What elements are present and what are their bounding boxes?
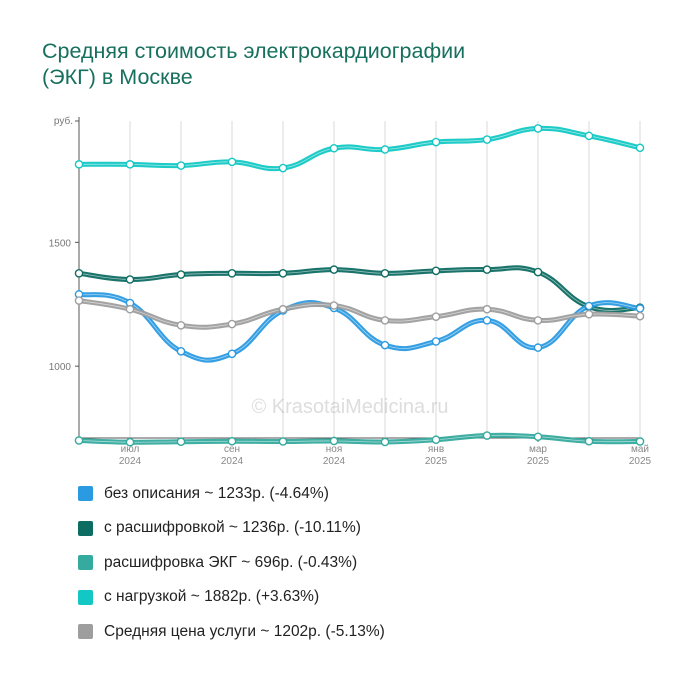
data-point bbox=[431, 312, 441, 321]
data-point bbox=[125, 437, 135, 447]
data-point bbox=[227, 436, 237, 446]
data-point bbox=[380, 145, 390, 154]
data-point bbox=[431, 435, 441, 445]
data-point bbox=[482, 431, 492, 440]
legend-item[interactable]: с нагрузкой ~ 1882р. (+3.63%) bbox=[78, 588, 638, 606]
chart-title: Средняя стоимость электрокардиографии (Э… bbox=[42, 38, 662, 90]
legend-item[interactable]: без описания ~ 1233р. (-4.64%) bbox=[78, 485, 638, 502]
legend-label: расшифровка ЭКГ ~ 696р. (-0.43%) bbox=[104, 553, 358, 571]
data-point bbox=[431, 337, 441, 346]
data-point bbox=[635, 437, 645, 446]
data-point bbox=[74, 160, 84, 169]
x-tick-label: янв bbox=[428, 444, 444, 455]
x-tick-label: 2024 bbox=[119, 456, 142, 467]
data-point bbox=[329, 265, 339, 274]
line-chart: руб.10001500июл2024сен2024ноя2024янв2025… bbox=[49, 115, 652, 467]
data-point bbox=[74, 269, 84, 278]
data-point bbox=[227, 157, 237, 167]
data-point bbox=[380, 316, 390, 325]
x-tick-label: 2024 bbox=[221, 456, 244, 467]
legend-swatch bbox=[78, 555, 93, 570]
data-point bbox=[125, 275, 135, 284]
data-point bbox=[482, 135, 492, 144]
data-point bbox=[125, 304, 135, 314]
data-point bbox=[533, 267, 543, 277]
data-point bbox=[74, 436, 84, 445]
x-tick-label: май bbox=[631, 444, 649, 455]
x-tick-label: ноя bbox=[326, 444, 343, 455]
legend-swatch bbox=[78, 589, 93, 605]
data-point bbox=[74, 296, 84, 305]
data-point bbox=[533, 316, 543, 325]
data-point bbox=[380, 269, 390, 278]
data-point bbox=[329, 143, 339, 153]
data-point bbox=[635, 304, 645, 313]
legend-label: с нагрузкой ~ 1882р. (+3.63%) bbox=[104, 588, 320, 605]
series-line bbox=[76, 125, 643, 172]
data-point bbox=[227, 349, 237, 359]
series-line bbox=[76, 291, 643, 363]
legend-swatch bbox=[78, 624, 93, 639]
legend-label: с расшифровкой ~ 1236р. (-10.11%) bbox=[104, 519, 361, 536]
x-tick-label: сен bbox=[224, 444, 240, 455]
data-point bbox=[431, 137, 441, 147]
data-point bbox=[329, 301, 339, 310]
data-point bbox=[482, 316, 492, 325]
data-point bbox=[278, 163, 288, 173]
data-point bbox=[380, 340, 390, 350]
data-point bbox=[278, 269, 288, 278]
series-line-highlight bbox=[78, 300, 641, 328]
chart-title-line-1: Средняя стоимость электрокардиографии bbox=[42, 39, 466, 63]
x-tick-label: мар bbox=[529, 444, 547, 455]
x-tick-label: 2025 bbox=[425, 456, 448, 467]
legend-label: Средняя цена услуги ~ 1202р. (-5.13%) bbox=[104, 622, 385, 640]
data-point bbox=[635, 311, 645, 321]
data-point bbox=[278, 437, 288, 446]
y-tick-label: 1500 bbox=[49, 238, 72, 249]
series-line-highlight bbox=[78, 127, 641, 170]
data-point bbox=[635, 143, 645, 153]
data-point bbox=[278, 304, 288, 314]
data-point bbox=[533, 124, 543, 133]
legend-swatch bbox=[78, 486, 93, 501]
data-point bbox=[125, 160, 135, 169]
data-point bbox=[431, 266, 441, 276]
data-point bbox=[329, 436, 339, 446]
legend-label: без описания ~ 1233р. (-4.64%) bbox=[104, 484, 329, 502]
series-line-highlight bbox=[78, 293, 641, 361]
x-tick-label: 2024 bbox=[323, 456, 346, 467]
data-point bbox=[176, 437, 186, 447]
legend-item[interactable]: расшифровка ЭКГ ~ 696р. (-0.43%) bbox=[78, 554, 638, 571]
x-tick-label: 2025 bbox=[527, 456, 550, 467]
legend: без описания ~ 1233р. (-4.64%) с расшифр… bbox=[78, 485, 638, 658]
legend-item[interactable]: Средняя цена услуги ~ 1202р. (-5.13%) bbox=[78, 623, 638, 640]
series-line-highlight bbox=[78, 434, 641, 443]
watermark: © KrasotaiMedicina.ru bbox=[251, 396, 449, 418]
data-point bbox=[482, 265, 492, 274]
x-tick-label: июл bbox=[121, 444, 140, 455]
series-line bbox=[76, 265, 643, 313]
data-point bbox=[584, 301, 594, 311]
data-point bbox=[227, 269, 237, 278]
data-point bbox=[533, 432, 543, 442]
data-point bbox=[176, 161, 186, 170]
data-point bbox=[176, 321, 186, 330]
data-point bbox=[380, 437, 390, 447]
data-point bbox=[584, 309, 594, 319]
y-unit-label: руб. bbox=[54, 115, 73, 127]
data-point bbox=[227, 319, 237, 329]
data-point bbox=[176, 270, 186, 279]
data-point bbox=[176, 347, 186, 356]
data-point bbox=[584, 436, 594, 446]
data-point bbox=[533, 343, 543, 352]
data-point bbox=[482, 304, 492, 314]
legend-item[interactable]: с расшифровкой ~ 1236р. (-10.11%) bbox=[78, 519, 638, 537]
chart-title-line-2: (ЭКГ) в Москве bbox=[42, 65, 193, 89]
x-tick-label: 2025 bbox=[629, 456, 652, 467]
y-tick-label: 1000 bbox=[49, 362, 72, 373]
legend-swatch bbox=[78, 520, 93, 536]
data-point bbox=[584, 131, 594, 141]
